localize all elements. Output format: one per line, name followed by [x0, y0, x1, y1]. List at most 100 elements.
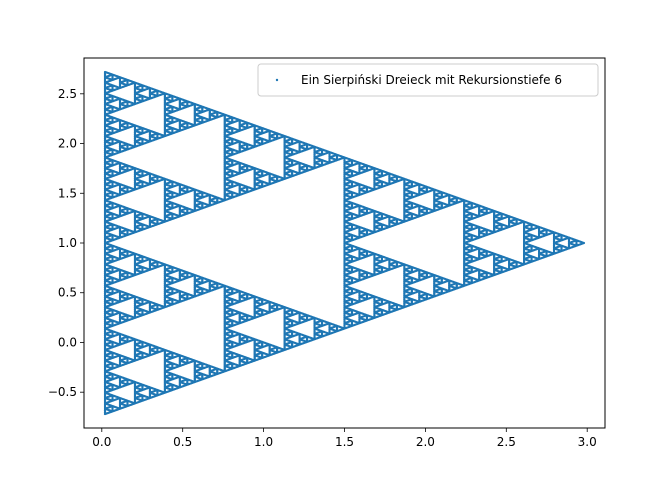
scatter-point — [239, 295, 242, 298]
scatter-point — [112, 356, 115, 359]
scatter-point — [262, 313, 265, 316]
scatter-point — [142, 303, 145, 306]
scatter-point — [284, 337, 287, 340]
scatter-point — [194, 295, 197, 298]
scatter-point — [112, 292, 115, 295]
scatter-point — [142, 345, 145, 349]
scatter-point — [104, 311, 108, 314]
scatter-point — [112, 324, 115, 327]
scatter-point — [127, 276, 130, 279]
scatter-point — [104, 316, 108, 319]
scatter-point — [187, 276, 190, 279]
scatter-point — [187, 383, 190, 386]
scatter-point — [254, 359, 257, 362]
scatter-point — [104, 353, 108, 357]
scatter-point — [262, 303, 265, 306]
scatter-point — [217, 372, 220, 375]
scatter-point — [224, 359, 227, 362]
scatter-point — [164, 375, 167, 378]
scatter-point — [172, 388, 175, 391]
scatter-point — [239, 343, 242, 346]
scatter-point — [232, 292, 235, 295]
scatter-point — [104, 273, 108, 276]
scatter-point — [119, 385, 123, 389]
scatter-point — [202, 377, 205, 381]
scatter-point — [202, 367, 205, 370]
scatter-point — [179, 295, 182, 298]
scatter-point — [104, 407, 108, 410]
scatter-point — [232, 313, 235, 316]
scatter-point — [284, 343, 287, 346]
scatter-point — [224, 295, 227, 298]
scatter-point — [164, 380, 167, 383]
scatter-point — [104, 348, 108, 351]
scatter-point — [262, 356, 265, 359]
scatter-point — [209, 284, 212, 287]
scatter-point — [112, 388, 115, 391]
scatter-point — [134, 401, 137, 405]
scatter-point — [104, 300, 108, 303]
scatter-point — [224, 311, 227, 314]
scatter-point — [134, 359, 137, 362]
scatter-point — [119, 364, 123, 367]
scatter-point — [142, 399, 145, 402]
scatter-point — [232, 335, 235, 338]
scatter-point — [164, 369, 167, 373]
scatter-point — [172, 356, 175, 359]
scatter-point — [134, 391, 137, 394]
scatter-point — [254, 343, 257, 346]
scatter-point — [179, 364, 182, 367]
scatter-point — [179, 300, 182, 303]
scatter-point — [164, 300, 167, 303]
scatter-point — [119, 273, 123, 276]
scatter-point — [104, 284, 108, 287]
scatter-point — [112, 303, 115, 306]
scatter-point — [179, 385, 182, 389]
scatter-point — [127, 297, 130, 300]
scatter-point — [104, 380, 108, 383]
scatter-point — [224, 289, 227, 292]
scatter-point — [112, 335, 115, 338]
scatter-point — [269, 311, 272, 314]
scatter-point — [172, 292, 175, 295]
scatter-point — [224, 321, 227, 324]
scatter-point — [127, 361, 130, 365]
scatter-point — [134, 311, 137, 314]
scatter-point — [149, 391, 152, 394]
scatter-point — [134, 273, 137, 276]
scatter-point — [112, 270, 115, 274]
scatter-point — [104, 337, 108, 340]
scatter-point — [157, 308, 160, 311]
scatter-point — [164, 295, 167, 298]
scatter-point — [104, 401, 108, 405]
scatter-point — [134, 385, 137, 389]
scatter-point — [112, 345, 115, 349]
scatter-point — [134, 353, 137, 357]
scatter-point — [104, 343, 108, 346]
scatter-point — [119, 359, 123, 362]
scatter-point — [291, 345, 295, 349]
scatter-point — [149, 311, 152, 314]
scatter-point — [142, 270, 145, 274]
scatter-point — [254, 348, 257, 351]
scatter-point — [104, 262, 108, 266]
scatter-point — [224, 300, 227, 303]
scatter-point — [239, 316, 242, 319]
scatter-point — [134, 268, 137, 271]
scatter-point — [142, 313, 145, 316]
scatter-point — [104, 375, 108, 378]
scatter-point — [224, 364, 227, 367]
scatter-point — [104, 385, 108, 389]
scatter-point — [239, 300, 242, 303]
scatter-point — [127, 340, 130, 343]
scatter-point — [224, 305, 227, 308]
scatter-point — [209, 289, 212, 292]
data-points — [103, 70, 586, 416]
scatter-point — [112, 399, 115, 402]
scatter-point — [232, 324, 235, 327]
scatter-point — [187, 361, 190, 365]
scatter-point — [104, 396, 108, 399]
scatter-point — [187, 297, 190, 300]
scatter-point — [157, 351, 160, 354]
